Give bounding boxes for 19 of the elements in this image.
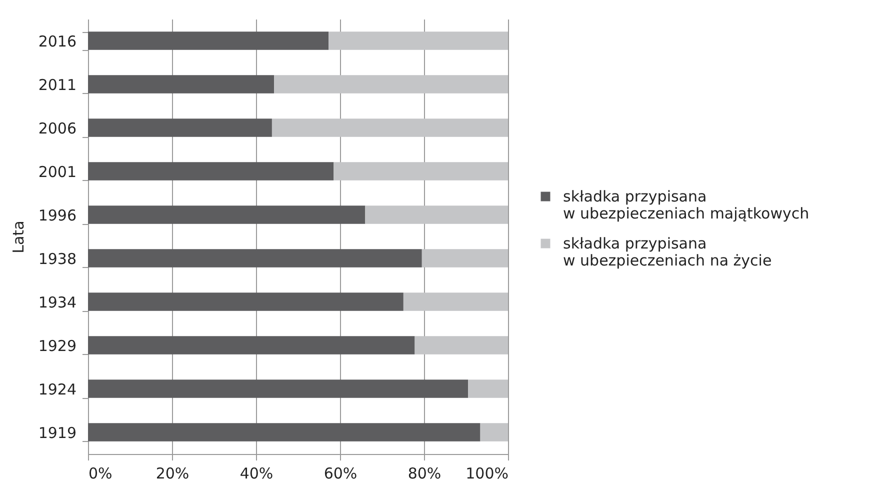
y-tick-label: 2011 bbox=[38, 76, 76, 94]
y-tick-label: 2016 bbox=[38, 32, 76, 50]
legend-label: składka przypisana w ubezpieczeniach na życie bbox=[563, 234, 772, 270]
y-tick-label: 1929 bbox=[38, 336, 76, 355]
legend-label: składka przypisana w ubezpieczeniach majątkowych bbox=[563, 188, 810, 222]
x-tick-label: 0% bbox=[88, 464, 112, 482]
y-tick-label: 1934 bbox=[38, 293, 76, 312]
y-tick-label: 1996 bbox=[38, 206, 76, 224]
x-tick-label: 80% bbox=[408, 464, 442, 482]
y-tick-label: 2006 bbox=[38, 119, 76, 138]
y-tick-label: 1938 bbox=[38, 250, 76, 268]
x-tick-label: 40% bbox=[240, 464, 274, 482]
y-tick-label: 1924 bbox=[38, 380, 76, 398]
x-tick-label: 60% bbox=[324, 464, 358, 482]
y-tick-label: 2001 bbox=[38, 162, 76, 181]
y-axis-title: Lata bbox=[9, 220, 28, 254]
x-tick-label: 20% bbox=[156, 464, 190, 482]
y-tick-label: 1919 bbox=[38, 424, 76, 442]
x-tick-label: 100% bbox=[466, 464, 508, 482]
